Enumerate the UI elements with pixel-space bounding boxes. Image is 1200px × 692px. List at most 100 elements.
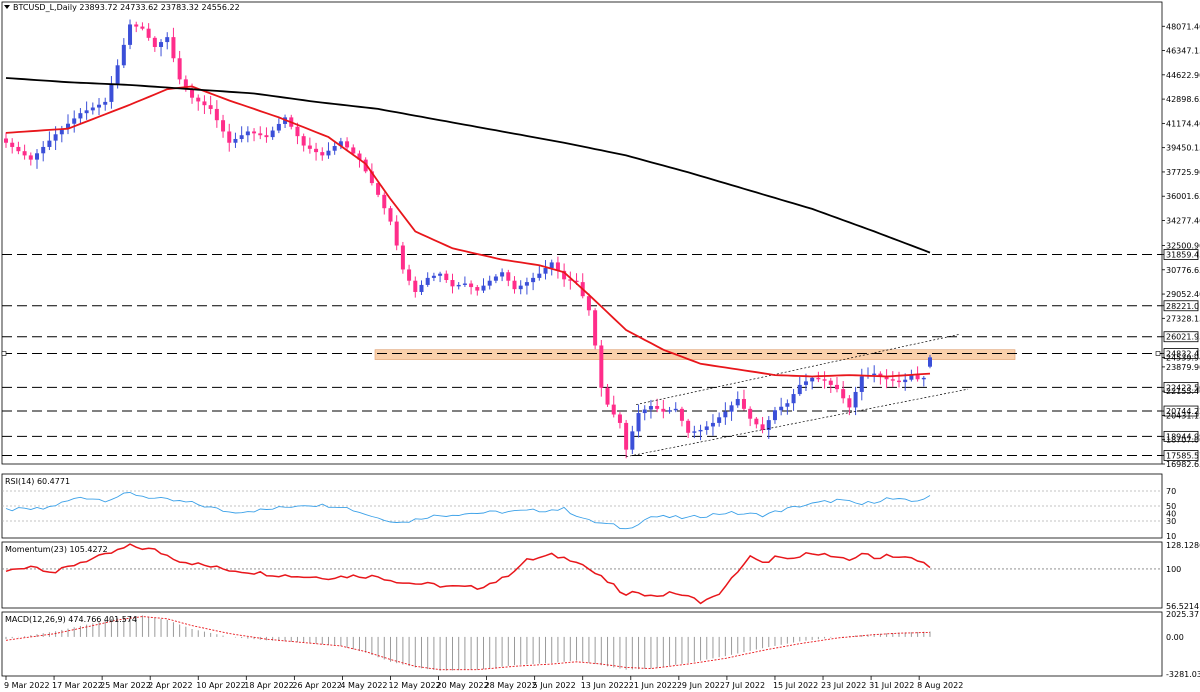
candle-body [78, 113, 83, 119]
candle-body [772, 410, 777, 421]
candle-body [847, 398, 852, 408]
candle-body [190, 88, 195, 98]
date-tick-label: 31 Jul 2022 [869, 681, 914, 690]
candle-body [469, 283, 474, 288]
rsi-tick-label: 40 [1166, 510, 1176, 519]
date-tick-label: 12 May 2022 [388, 681, 440, 690]
candle-body [351, 147, 356, 154]
date-tick-label: 20 May 2022 [437, 681, 489, 690]
candle-body [903, 379, 908, 383]
candle-body [103, 101, 108, 105]
candle-body [673, 408, 678, 411]
resistance-zone [374, 349, 1016, 360]
macd-title: MACD(12,26,9) 474.766 401.574 [5, 615, 137, 624]
candle-body [655, 406, 660, 409]
candle-body [376, 183, 381, 195]
price-tick-label: 41174.40 [1166, 119, 1200, 128]
price-tick-label: 46347.15 [1166, 47, 1200, 56]
candle-body [28, 155, 33, 160]
candle-body [766, 420, 771, 430]
candle-body [41, 146, 46, 154]
date-tick-label: 13 Jun 2022 [581, 681, 629, 690]
resistance-zone-rect [374, 349, 1016, 360]
candle-body [568, 279, 573, 281]
price-tick-label: 26021.95 [1166, 333, 1200, 342]
momentum-line [5, 543, 931, 605]
price-panel [1, 1, 1163, 465]
momentum-tick-label: 56.5214 [1166, 602, 1199, 611]
candle-body [202, 101, 207, 106]
candle-body [208, 105, 213, 109]
candle-body [10, 142, 15, 147]
rsi-title: RSI(14) 60.4771 [5, 477, 70, 486]
price-tick-label: 31859.45 [1166, 251, 1200, 260]
candle-body [22, 151, 27, 156]
candle-body [196, 97, 201, 102]
price-tick-label: 42898.65 [1166, 95, 1200, 104]
candle-body [369, 171, 374, 184]
candle-body [636, 413, 641, 432]
candle-body [183, 79, 188, 89]
candle-body [512, 280, 517, 290]
candle-body [320, 152, 325, 156]
candle-body [779, 406, 784, 411]
candle-body [648, 406, 653, 410]
candle-body [593, 310, 598, 346]
candle-body [314, 148, 319, 153]
rsi-tick-label: 10 [1166, 532, 1176, 541]
candle-body [345, 141, 350, 148]
date-tick-label: 26 Apr 2022 [292, 681, 341, 690]
price-tick-label: 27328.15 [1166, 314, 1200, 323]
date-tick-label: 7 Jul 2022 [725, 681, 765, 690]
candle-body [121, 44, 126, 66]
ma-line-1 [5, 77, 931, 254]
candle-body [704, 426, 709, 430]
candle-body [605, 387, 610, 405]
price-tick-label: 16982.65 [1166, 460, 1200, 469]
dropdown-triangle-icon[interactable] [4, 5, 10, 9]
candle-body [841, 389, 846, 399]
candle-body [53, 134, 58, 141]
date-tick-label: 25 Mar 2022 [100, 681, 151, 690]
candle-body [667, 410, 672, 412]
candle-body [97, 104, 102, 108]
candle-body [295, 126, 300, 137]
momentum-tick-label: 128.1286 [1166, 541, 1200, 550]
candle-body [276, 123, 281, 131]
date-tick-label: 28 May 2022 [485, 681, 537, 690]
candle-body [382, 194, 387, 209]
price-tick-label: 37725.90 [1166, 168, 1200, 177]
candle-body [233, 138, 238, 143]
candle-body [140, 26, 145, 29]
candle-body [252, 131, 257, 134]
candle-body [419, 284, 424, 292]
candle-body [710, 422, 715, 427]
candle-body [915, 375, 920, 380]
candle-body [754, 418, 759, 425]
candle-body [896, 380, 901, 383]
rsi-tick-label: 30 [1166, 517, 1176, 526]
candles [4, 19, 932, 459]
candle-body [506, 272, 511, 281]
candle-body [531, 277, 536, 283]
candle-body [617, 414, 622, 423]
price-label-box [1163, 405, 1199, 417]
date-tick-label: 29 Jun 2022 [677, 681, 725, 690]
candle-body [35, 153, 40, 160]
candle-body [686, 420, 691, 433]
date-tick-label: 23 Jul 2022 [821, 681, 866, 690]
left-marker [1, 351, 7, 356]
candle-body [537, 273, 542, 278]
macd-tick-label: 0.00 [1166, 633, 1184, 642]
candle-body [444, 273, 449, 281]
candle-body [549, 262, 554, 269]
candle-body [450, 280, 455, 287]
candle-body [803, 381, 808, 385]
candle-body [599, 345, 604, 388]
price-tick-label: 30776.65 [1166, 266, 1200, 275]
price-tick-label: 24832.47 [1166, 349, 1200, 358]
price-tick-label: 17585.57 [1166, 452, 1200, 461]
date-tick-label: 9 Mar 2022 [4, 681, 50, 690]
macd-tick-label: 2025.371 [1166, 610, 1200, 619]
